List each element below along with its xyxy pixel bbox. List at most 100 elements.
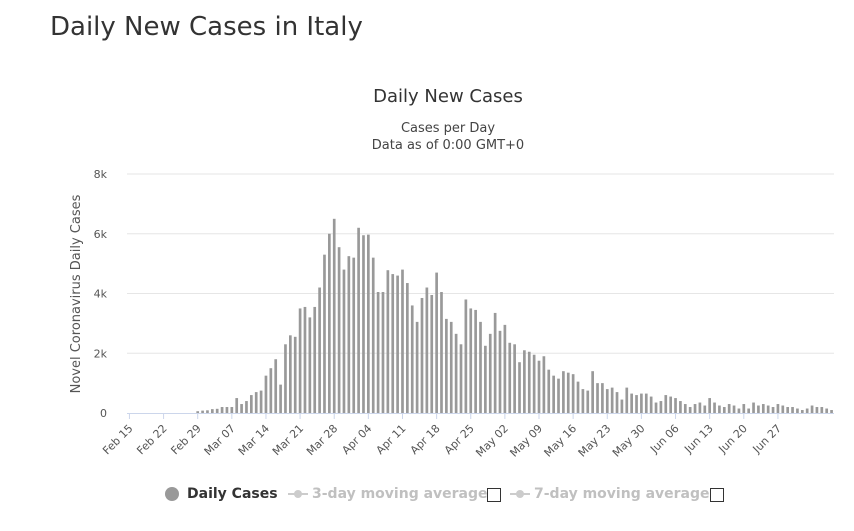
bar[interactable] <box>396 275 399 413</box>
bar[interactable] <box>508 342 512 413</box>
bar[interactable] <box>440 292 443 413</box>
bar[interactable] <box>610 387 614 413</box>
bar[interactable] <box>703 405 707 413</box>
bar[interactable] <box>518 362 521 413</box>
bar[interactable] <box>523 350 526 413</box>
bar[interactable] <box>698 402 702 413</box>
bar[interactable] <box>591 371 594 413</box>
bar[interactable] <box>425 287 429 413</box>
bar[interactable] <box>576 381 580 413</box>
bar[interactable] <box>766 405 770 413</box>
bar[interactable] <box>562 371 565 413</box>
bar[interactable] <box>469 308 473 413</box>
bar[interactable] <box>752 402 755 413</box>
bar[interactable] <box>654 402 658 413</box>
bar[interactable] <box>415 321 419 413</box>
bar[interactable] <box>688 407 692 413</box>
bar[interactable] <box>542 356 546 413</box>
bar[interactable] <box>757 405 760 413</box>
bar[interactable] <box>810 405 814 413</box>
bar[interactable] <box>342 269 346 413</box>
bar[interactable] <box>381 292 385 413</box>
bar[interactable] <box>264 375 268 413</box>
bar[interactable] <box>615 392 619 413</box>
bar[interactable] <box>328 233 331 413</box>
bar[interactable] <box>527 351 531 413</box>
bar[interactable] <box>230 407 234 413</box>
bar[interactable] <box>449 321 453 413</box>
bar[interactable] <box>825 408 829 413</box>
bar[interactable] <box>391 274 395 413</box>
bar[interactable] <box>732 405 736 413</box>
bar[interactable] <box>815 407 819 413</box>
bar[interactable] <box>357 227 360 413</box>
bar[interactable] <box>274 359 278 413</box>
bar[interactable] <box>664 395 668 413</box>
bar[interactable] <box>532 354 536 413</box>
bar[interactable] <box>630 393 633 413</box>
bar[interactable] <box>215 408 219 413</box>
bar[interactable] <box>484 345 487 413</box>
bar[interactable] <box>401 269 404 413</box>
bar[interactable] <box>737 408 741 413</box>
bar[interactable] <box>722 407 726 413</box>
bar[interactable] <box>596 383 599 414</box>
bar[interactable] <box>245 401 248 413</box>
bar[interactable] <box>669 396 672 413</box>
bar[interactable] <box>683 404 687 413</box>
bar[interactable] <box>796 408 799 413</box>
checkbox-3-day-average[interactable] <box>487 488 501 502</box>
bar[interactable] <box>581 389 585 413</box>
bar[interactable] <box>713 402 716 413</box>
bar[interactable] <box>771 407 775 413</box>
bar[interactable] <box>371 257 375 413</box>
bar[interactable] <box>406 283 409 413</box>
bar[interactable] <box>420 297 424 413</box>
bar[interactable] <box>830 410 833 413</box>
bar[interactable] <box>781 405 785 413</box>
bar[interactable] <box>718 405 721 413</box>
bar[interactable] <box>347 256 351 413</box>
bar[interactable] <box>279 384 282 413</box>
legend-item-7-day-average[interactable]: 7-day moving average <box>510 484 710 504</box>
bar[interactable] <box>464 299 468 413</box>
bar[interactable] <box>308 317 312 413</box>
bar[interactable] <box>498 330 502 413</box>
bar[interactable] <box>240 404 243 413</box>
bar[interactable] <box>298 308 302 413</box>
bar[interactable] <box>513 344 516 413</box>
bar[interactable] <box>601 383 604 414</box>
legend-item-3-day-average[interactable]: 3-day moving average <box>288 484 488 504</box>
bar[interactable] <box>323 254 326 413</box>
bar[interactable] <box>547 369 551 413</box>
legend-item-daily-cases[interactable]: Daily Cases <box>165 484 278 504</box>
bar[interactable] <box>459 344 463 413</box>
bar[interactable] <box>332 218 336 413</box>
bar[interactable] <box>196 411 200 413</box>
bar[interactable] <box>479 321 482 413</box>
bar[interactable] <box>235 398 239 413</box>
bar[interactable] <box>791 407 794 413</box>
bar[interactable] <box>659 401 663 413</box>
bar[interactable] <box>557 378 560 413</box>
bar[interactable] <box>318 287 321 413</box>
bar[interactable] <box>303 306 307 413</box>
bar[interactable] <box>742 404 746 413</box>
bar[interactable] <box>537 360 541 413</box>
bar[interactable] <box>284 344 287 413</box>
bar[interactable] <box>674 398 677 413</box>
bar[interactable] <box>586 390 590 413</box>
bar[interactable] <box>605 389 609 413</box>
bar[interactable] <box>259 390 263 413</box>
bar[interactable] <box>445 318 448 413</box>
bar[interactable] <box>679 401 682 413</box>
bar[interactable] <box>786 407 790 413</box>
bar[interactable] <box>625 387 629 413</box>
bar[interactable] <box>435 272 438 413</box>
bar[interactable] <box>376 292 380 413</box>
bar[interactable] <box>488 333 492 413</box>
bar[interactable] <box>747 408 751 413</box>
bar[interactable] <box>220 407 224 413</box>
bar[interactable] <box>644 393 648 413</box>
bar[interactable] <box>800 410 804 413</box>
